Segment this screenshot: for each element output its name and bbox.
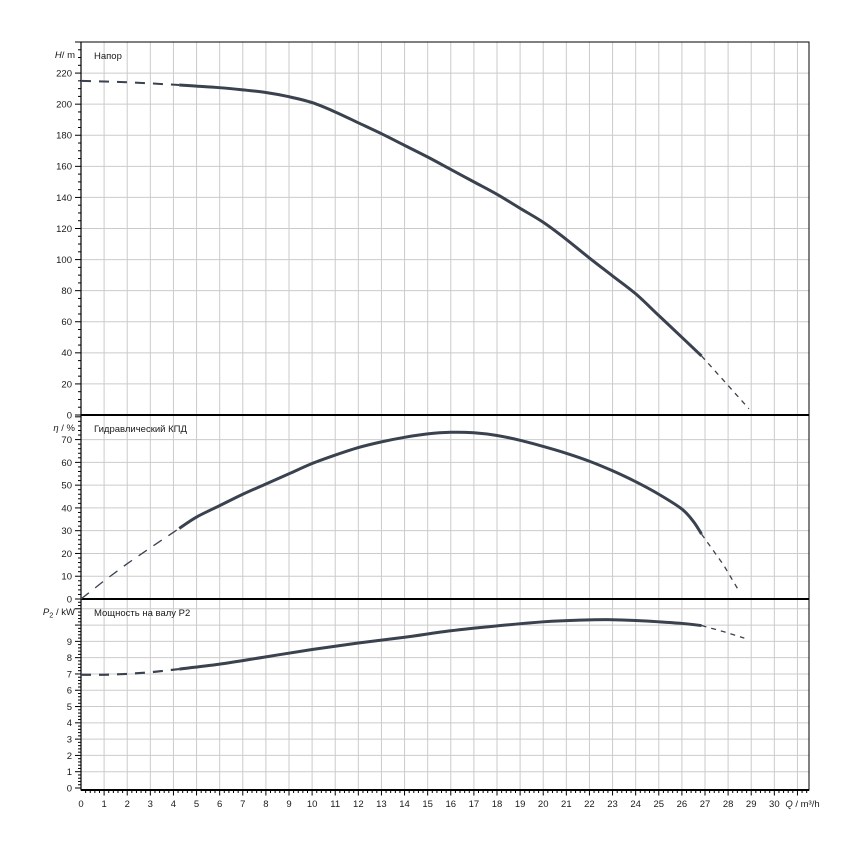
y-tick-label: 60 bbox=[61, 317, 72, 328]
panel-labels-head: H/ m Напор bbox=[55, 50, 122, 62]
x-tick-label: 29 bbox=[746, 799, 757, 810]
x-tick-label: 21 bbox=[561, 799, 572, 810]
y-axis-efficiency: 0 10 20 30 40 50 60 70 bbox=[61, 416, 81, 605]
x-tick-label: 14 bbox=[399, 799, 410, 810]
x-tick-label: 0 bbox=[78, 799, 83, 810]
y-tick-label: 0 bbox=[67, 594, 72, 605]
y-tick-label: 8 bbox=[67, 653, 72, 664]
x-tick-label: 17 bbox=[469, 799, 480, 810]
y-tick-label: 160 bbox=[56, 162, 72, 173]
y-tick-label: 120 bbox=[56, 224, 72, 235]
y-tick-label: 40 bbox=[61, 348, 72, 359]
x-tick-label: 2 bbox=[125, 799, 130, 810]
x-axis: 0 1 2 3 4 5 6 7 8 9 10 11 12 13 14 15 16 17 18 19 20 21 22 23 24… bbox=[78, 790, 820, 810]
panel-title-head: Напор bbox=[94, 51, 122, 62]
y-tick-label: 5 bbox=[67, 702, 72, 713]
y-tick-label: 30 bbox=[61, 526, 72, 537]
x-tick-label: 15 bbox=[422, 799, 433, 810]
x-tick-label: 5 bbox=[194, 799, 199, 810]
y-tick-label: 50 bbox=[61, 481, 72, 492]
x-tick-label: 27 bbox=[700, 799, 711, 810]
axes-frame bbox=[80, 41, 810, 791]
curve-shaft-power bbox=[81, 618, 745, 676]
y-tick-label: 220 bbox=[56, 68, 72, 79]
curve-head bbox=[80, 79, 750, 410]
y-tick-label: 180 bbox=[56, 131, 72, 142]
y-axis-unit-label: η / % bbox=[53, 423, 75, 434]
y-tick-label: 10 bbox=[61, 572, 72, 583]
x-tick-label: 4 bbox=[171, 799, 176, 810]
x-tick-label: 23 bbox=[607, 799, 618, 810]
curve-solid bbox=[179, 618, 702, 671]
curve-tail-dashed bbox=[701, 624, 745, 639]
curve-solid bbox=[179, 83, 703, 358]
x-tick-label: 26 bbox=[677, 799, 688, 810]
panel-title-shaft-power: Мощность на валу P2 bbox=[94, 608, 190, 619]
y-tick-label: 100 bbox=[56, 255, 72, 266]
y-tick-label: 9 bbox=[67, 637, 72, 648]
y-tick-label: 70 bbox=[61, 435, 72, 446]
x-tick-label: 19 bbox=[515, 799, 526, 810]
curve-tail-dashed bbox=[701, 355, 750, 410]
curve-solid bbox=[178, 430, 703, 535]
x-tick-label: 20 bbox=[538, 799, 549, 810]
y-tick-label: 20 bbox=[61, 549, 72, 560]
x-tick-label: 8 bbox=[263, 799, 268, 810]
y-tick-label: 200 bbox=[56, 100, 72, 111]
x-tick-label: 22 bbox=[584, 799, 595, 810]
y-tick-label: 0 bbox=[67, 783, 72, 794]
y-tick-label: 7 bbox=[67, 669, 72, 680]
y-axis-unit-label: P2 / kW bbox=[43, 607, 75, 620]
y-axis-unit-label: H/ m bbox=[55, 50, 75, 61]
curve-lead-dashed bbox=[81, 667, 180, 676]
y-tick-label: 60 bbox=[61, 458, 72, 469]
x-tick-label: 6 bbox=[217, 799, 222, 810]
curve-efficiency bbox=[80, 430, 741, 600]
x-tick-label: 24 bbox=[630, 799, 641, 810]
x-tick-label: 11 bbox=[330, 799, 340, 810]
x-tick-label: 28 bbox=[723, 799, 734, 810]
x-tick-label: 30 bbox=[769, 799, 780, 810]
y-tick-label: 2 bbox=[67, 751, 72, 762]
x-tick-label: 1 bbox=[101, 799, 106, 810]
y-axis-head: 0 20 40 60 80 100 120 140 160 180 200 220 bbox=[56, 41, 81, 421]
x-tick-label: 13 bbox=[376, 799, 387, 810]
y-tick-label: 80 bbox=[61, 286, 72, 297]
y-axis-shaft-power: 0 1 2 3 4 5 6 7 8 9 bbox=[67, 598, 81, 794]
y-tick-label: 140 bbox=[56, 193, 72, 204]
x-tick-label: 12 bbox=[353, 799, 364, 810]
x-axis-unit-label: Q / m³/h bbox=[785, 799, 819, 810]
panel-labels-shaft-power: P2 / kW Мощность на валу P2 bbox=[43, 607, 190, 620]
x-tick-label: 18 bbox=[492, 799, 503, 810]
y-tick-label: 0 bbox=[67, 410, 72, 421]
x-tick-label: 25 bbox=[653, 799, 664, 810]
panel-title-efficiency: Гидравлический КПД bbox=[94, 424, 187, 435]
x-tick-label: 9 bbox=[286, 799, 291, 810]
x-tick-label: 7 bbox=[240, 799, 245, 810]
curve-lead-dashed bbox=[80, 527, 180, 600]
y-tick-label: 20 bbox=[61, 379, 72, 390]
y-tick-label: 1 bbox=[67, 767, 72, 778]
panel-labels-efficiency: η / % Гидравлический КПД bbox=[53, 423, 187, 435]
x-tick-label: 16 bbox=[445, 799, 456, 810]
x-tick-label: 3 bbox=[148, 799, 153, 810]
y-tick-label: 40 bbox=[61, 503, 72, 514]
curve-lead-dashed bbox=[80, 79, 180, 87]
y-tick-label: 6 bbox=[67, 686, 72, 697]
x-tick-label: 10 bbox=[307, 799, 318, 810]
y-tick-label: 4 bbox=[67, 718, 72, 729]
y-tick-label: 3 bbox=[67, 735, 72, 746]
curve-tail-dashed bbox=[701, 533, 741, 593]
